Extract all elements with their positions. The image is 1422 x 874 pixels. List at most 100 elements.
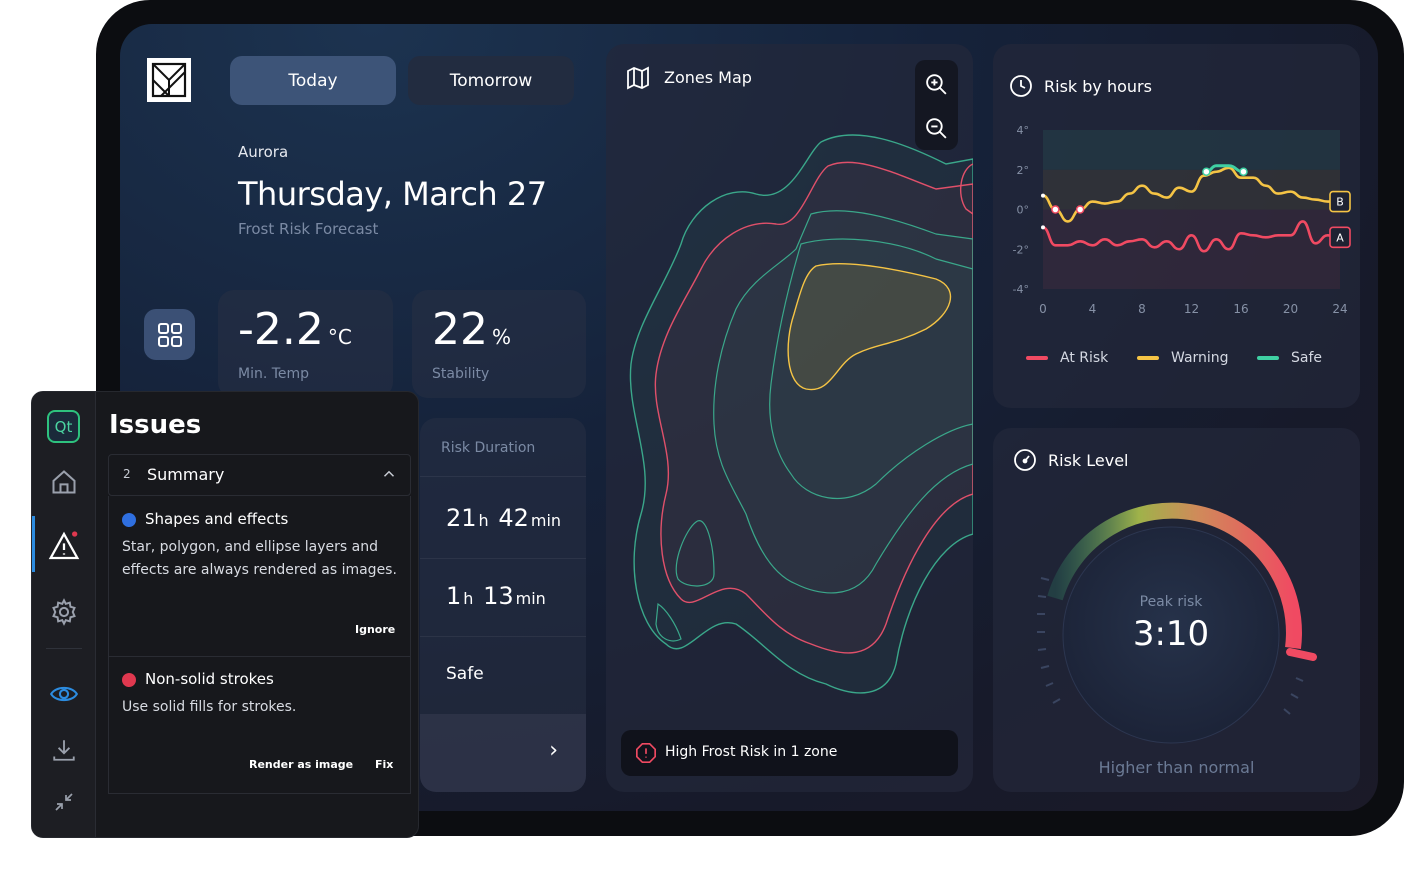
render-as-image-button[interactable]: Render as image: [249, 758, 354, 771]
x-tick-label: 8: [1138, 302, 1146, 316]
min-temp-label: Min. Temp: [238, 366, 310, 382]
gauge-icon: [1014, 449, 1036, 471]
grid-menu-button[interactable]: [144, 309, 195, 360]
side-rail: Qt: [32, 392, 96, 837]
issues-title: Issues: [109, 410, 202, 440]
duration-minutes-unit: min: [530, 511, 562, 530]
duration-hours: 21: [446, 504, 477, 532]
zoom-controls: [915, 60, 958, 150]
series-end-label: B: [1336, 196, 1344, 209]
divider: [420, 636, 586, 637]
chevron-up-icon[interactable]: [380, 465, 398, 483]
data-point: [1239, 167, 1248, 176]
stability-card: 22% Stability: [412, 290, 586, 398]
warning-icon[interactable]: [48, 530, 80, 562]
risk-chart[interactable]: 4° 2° 0° -2° -4° 0 4 8 12 16 20 24 B A: [993, 44, 1360, 344]
contour-pocket-2: [655, 602, 682, 642]
y-tick-label: 2°: [1017, 164, 1030, 177]
min-temp-unit: °C: [327, 325, 352, 349]
home-icon[interactable]: [48, 466, 80, 498]
collapse-icon[interactable]: [48, 786, 80, 818]
legend-swatch: [1137, 356, 1159, 360]
summary-header[interactable]: 2 Summary: [108, 454, 411, 496]
date-title: Thursday, March 27: [238, 175, 547, 213]
series-start-point: [1041, 193, 1045, 198]
tab-tomorrow[interactable]: Tomorrow: [408, 56, 574, 105]
legend-safe: Safe: [1257, 350, 1322, 366]
divider: [46, 648, 82, 649]
x-tick-label: 12: [1184, 302, 1199, 316]
tab-today[interactable]: Today: [230, 56, 396, 105]
risk-duration-title: Risk Duration: [441, 440, 536, 456]
contour-pocket-1: [675, 520, 715, 587]
contour-core: [769, 238, 973, 499]
series-line-safe: [1206, 164, 1244, 174]
series-end-tag: [1329, 190, 1351, 213]
risk-level-title: Risk Level: [1048, 451, 1129, 470]
ignore-button[interactable]: Ignore: [355, 623, 396, 636]
location-label: Aurora: [238, 143, 289, 161]
page-subtitle: Frost Risk Forecast: [238, 220, 379, 238]
contour-risk: [654, 161, 973, 654]
eye-icon[interactable]: [48, 678, 80, 710]
contour-warning: [787, 262, 952, 391]
series-end-label: A: [1336, 231, 1344, 244]
legend-swatch: [1026, 356, 1048, 360]
contour-map[interactable]: [606, 44, 973, 792]
contour-outer: [629, 134, 973, 694]
legend-warning: Warning: [1137, 350, 1229, 366]
series-end-tag: [1329, 226, 1351, 249]
qt-logo[interactable]: Qt: [47, 410, 80, 443]
y-tick-label: -4°: [1013, 283, 1029, 296]
duration-hours-unit: h: [463, 589, 474, 608]
zoom-in-icon[interactable]: [924, 72, 949, 97]
issue-item-shapes: Shapes and effects Star, polygon, and el…: [122, 510, 404, 582]
x-tick-label: 20: [1283, 302, 1298, 316]
issue-title: Non-solid strokes: [145, 670, 274, 688]
peak-risk-value: 3:10: [1132, 614, 1210, 654]
x-tick-label: 24: [1332, 302, 1347, 316]
next-button[interactable]: ›: [420, 714, 586, 792]
download-icon[interactable]: [48, 734, 80, 766]
divider: [420, 476, 586, 477]
issue-description: Star, polygon, and ellipse layers and: [122, 539, 378, 555]
legend-label: Safe: [1291, 350, 1323, 366]
frost-alert[interactable]: High Frost Risk in 1 zone: [621, 730, 958, 776]
map-icon: [627, 66, 649, 90]
gauge-needle: [1286, 648, 1317, 661]
risk-by-hours-title: Risk by hours: [1044, 77, 1152, 96]
info-icon: [122, 513, 136, 527]
issue-description: Use solid fills for strokes.: [122, 699, 297, 715]
legend-label: At Risk: [1060, 350, 1109, 366]
y-tick-label: 4°: [1017, 124, 1030, 137]
zones-map-title: Zones Map: [664, 68, 752, 87]
issues-panel: Qt Issues 2 Summary Shapes and effects S…: [31, 391, 419, 838]
duration-row-1: 21 h 42 min: [446, 504, 563, 532]
app-logo: [147, 58, 191, 102]
gauge-arc: [1047, 502, 1302, 649]
zoom-out-icon[interactable]: [924, 116, 949, 141]
risk-level-card: Risk Level Peak risk 3:10 Higher than no…: [993, 428, 1360, 792]
fix-button[interactable]: Fix: [375, 758, 394, 771]
duration-minutes: 13: [483, 582, 514, 610]
legend-swatch: [1257, 356, 1279, 360]
series-start-point: [1041, 225, 1045, 230]
contour-inner: [713, 210, 973, 594]
data-point: [1075, 205, 1085, 214]
risk-by-hours-card: Risk by hours 4° 2° 0° -2° -4° 0 4 8 12 16 20 24 B A …: [993, 44, 1360, 408]
risk-band: [1043, 209, 1340, 289]
y-tick-label: 0°: [1017, 204, 1030, 217]
active-indicator: [32, 516, 35, 572]
issue-list: Shapes and effects Star, polygon, and el…: [108, 496, 411, 794]
chevron-right-icon: ›: [549, 738, 558, 763]
error-icon: [122, 673, 136, 687]
series-line-at-risk: [1042, 220, 1341, 253]
divider: [109, 656, 410, 657]
gear-icon[interactable]: [48, 596, 80, 628]
grid-icon: [157, 322, 182, 347]
stability-unit: %: [492, 325, 512, 349]
divider: [420, 558, 586, 559]
x-tick-label: 0: [1039, 302, 1047, 316]
